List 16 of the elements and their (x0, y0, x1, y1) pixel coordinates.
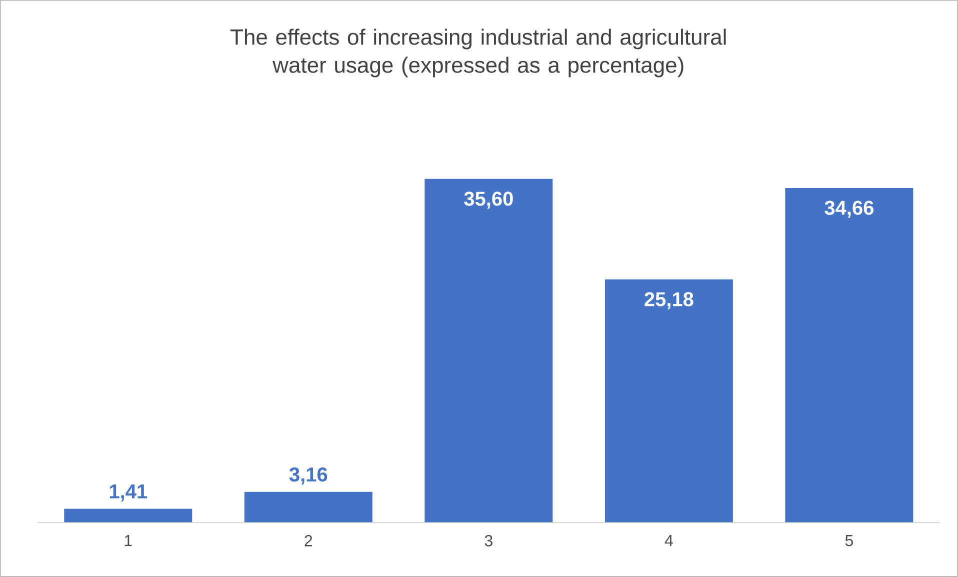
x-tick-label: 5 (845, 535, 853, 546)
x-tick-label: 4 (664, 535, 673, 546)
data-label: 35,60 (464, 192, 513, 209)
bar (424, 178, 553, 522)
data-label: 25,18 (644, 292, 694, 310)
x-tick-label: 2 (304, 535, 312, 546)
chart-title: The effects of increasing industrial and agricultural water usage (expressed as a percentage) (230, 28, 726, 78)
bar (244, 492, 372, 522)
bar (64, 508, 192, 522)
data-label: 3,16 (289, 467, 328, 484)
data-label: 34,66 (824, 200, 874, 218)
bar (785, 188, 914, 522)
bar (604, 279, 733, 522)
data-label: 1,41 (110, 484, 148, 502)
x-tick-label: 3 (484, 535, 492, 546)
x-tick-label: 1 (124, 535, 132, 546)
